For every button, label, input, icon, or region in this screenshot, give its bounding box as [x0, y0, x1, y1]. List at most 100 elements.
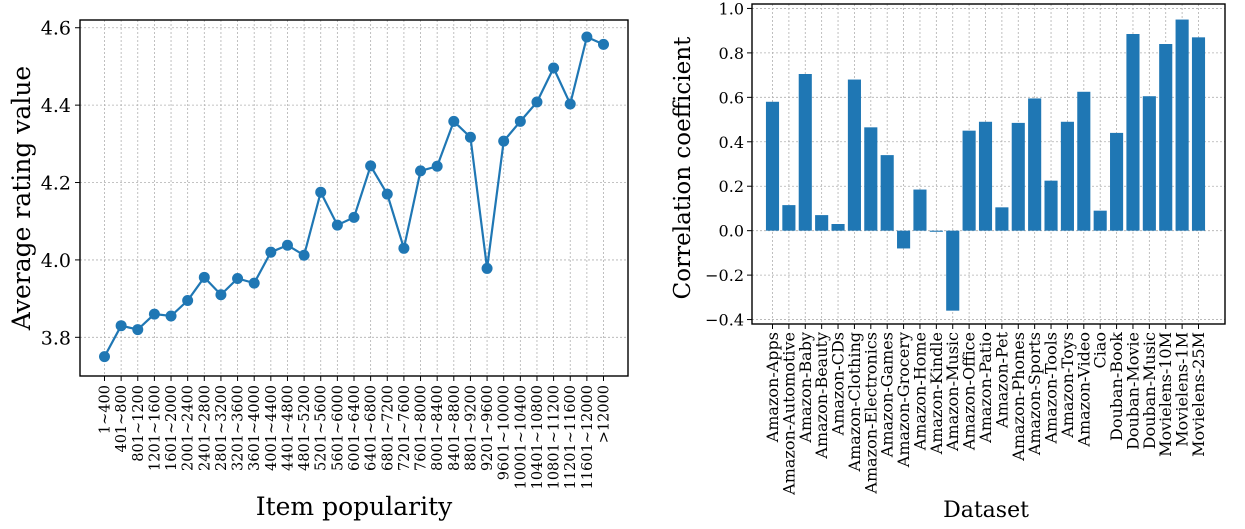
left-x-tick-label: 5601~6000 — [330, 385, 346, 471]
correlation-bar — [1126, 34, 1140, 231]
right-y-tick-label: 0.2 — [719, 177, 744, 196]
correlation-bar — [880, 155, 894, 231]
rating-point — [348, 211, 360, 223]
correlation-bar — [962, 130, 976, 231]
correlation-bar — [1142, 96, 1156, 231]
right-x-tick-label: Movielens-10M — [1156, 332, 1175, 457]
left-x-tick-label: 401~800 — [114, 385, 130, 453]
rating-point — [514, 115, 526, 127]
left-x-tick-label: 2001~2400 — [181, 385, 197, 471]
rating-point — [431, 160, 443, 172]
right-x-tick-label: Amazon-Games — [878, 332, 897, 458]
left-x-tick-label: 4801~5200 — [297, 385, 313, 471]
correlation-bar — [1110, 132, 1124, 231]
rating-point — [531, 96, 543, 108]
left-y-tick-label: 4.4 — [41, 95, 71, 117]
rating-point — [464, 131, 476, 143]
left-x-tick-label: 6801~7200 — [380, 385, 396, 471]
right-x-tick-label: Amazon-Video — [1074, 332, 1093, 448]
right-x-tick-label: Amazon-Toys — [1058, 332, 1077, 439]
right-y-tick-label: −0.2 — [705, 266, 744, 285]
left-y-tick-label: 4.6 — [41, 18, 71, 40]
right-x-tick-label: Amazon-Kindle — [927, 332, 946, 455]
correlation-bar — [864, 127, 878, 231]
left-x-tick-label: 10401~10800 — [530, 385, 546, 489]
right-y-tick-label: 0.4 — [719, 133, 744, 152]
left-axes-frame — [79, 19, 629, 377]
right-x-tick-label: Amazon-Automotive — [779, 332, 798, 496]
line-chart-rating-by-popularity: Average rating value Item popularity 3.8… — [7, 18, 629, 521]
left-x-tick-label: 11601~12000 — [580, 385, 596, 489]
right-x-tick-label: Amazon-Home — [910, 332, 929, 451]
right-x-tick-label: Movielens-1M — [1173, 332, 1192, 447]
correlation-bar — [1191, 37, 1206, 231]
left-x-tick-label: 7601~8000 — [414, 385, 430, 471]
right-x-tick-label: Amazon-Clothing — [845, 332, 864, 472]
left-x-tick-label: 6001~6400 — [347, 385, 363, 471]
correlation-bar — [847, 79, 861, 231]
correlation-bar — [1077, 91, 1091, 231]
rating-point — [381, 188, 393, 200]
correlation-bar — [946, 230, 960, 311]
rating-point — [598, 38, 609, 50]
right-x-tick-label: Movielens-25M — [1189, 332, 1208, 457]
right-y-tick-label: −0.4 — [705, 311, 744, 330]
right-x-tick-label: Amazon-Electronics — [861, 332, 880, 495]
rating-point — [398, 242, 410, 254]
correlation-bar — [782, 205, 796, 231]
correlation-bar — [798, 74, 812, 231]
rating-point — [232, 272, 244, 284]
left-x-tick-label: 7201~7600 — [397, 385, 413, 471]
rating-point — [498, 135, 510, 147]
right-x-tick-label: Ciao — [1091, 332, 1110, 369]
left-x-tick-label: 9201~9600 — [480, 385, 496, 471]
left-x-tick-label: 10801~11200 — [547, 385, 563, 489]
rating-point — [115, 320, 127, 332]
rating-point — [99, 351, 110, 363]
correlation-bar — [1011, 122, 1025, 231]
correlation-bar — [929, 230, 943, 232]
right-y-tick-label: 0.8 — [719, 44, 744, 63]
correlation-bar — [1044, 180, 1058, 231]
right-y-tick-label: 0.0 — [719, 222, 744, 241]
rating-point — [365, 160, 377, 172]
rating-point — [481, 262, 493, 274]
right-x-tick-label: Amazon-Phones — [1009, 332, 1028, 462]
left-y-axis-label: Average rating value — [7, 66, 36, 331]
correlation-bar — [1028, 98, 1042, 231]
left-x-tick-label: 801~1200 — [131, 385, 147, 462]
right-axes-frame — [751, 3, 1226, 325]
correlation-bar — [995, 207, 1009, 231]
left-x-tick-label: 5201~5600 — [314, 385, 330, 471]
correlation-bar — [1093, 210, 1107, 231]
right-x-tick-label: Amazon-Beauty — [812, 332, 831, 460]
right-y-tick-label: 1.0 — [719, 0, 744, 18]
rating-point — [265, 246, 277, 258]
correlation-bar — [831, 224, 845, 231]
left-y-tick-label: 4.2 — [41, 173, 71, 195]
left-x-tick-label: 8001~8400 — [430, 385, 446, 471]
rating-point — [132, 324, 144, 336]
left-x-tick-label: 6401~6800 — [364, 385, 380, 471]
rating-point — [215, 289, 227, 301]
left-x-tick-label: 9601~10000 — [497, 385, 513, 480]
rating-point — [548, 62, 560, 74]
rating-point — [198, 271, 210, 283]
right-x-tick-label: Amazon-Grocery — [894, 332, 913, 468]
rating-point — [248, 277, 260, 289]
right-y-tick-label: 0.6 — [719, 88, 744, 107]
rating-point — [581, 31, 593, 43]
right-x-tick-label: Douban-Book — [1107, 332, 1126, 441]
right-x-tick-label: Amazon-Tools — [1042, 332, 1061, 445]
correlation-bar — [1060, 121, 1074, 231]
left-x-tick-label: 1201~1600 — [147, 385, 163, 471]
correlation-bar — [913, 189, 927, 231]
left-y-tick-label: 3.8 — [41, 327, 71, 349]
left-x-tick-label: 2801~3200 — [214, 385, 230, 471]
correlation-bar — [978, 121, 993, 231]
correlation-bar — [897, 230, 911, 249]
right-x-tick-label: Amazon-Sports — [1025, 332, 1044, 456]
rating-point — [298, 249, 310, 261]
rating-point — [165, 310, 177, 322]
